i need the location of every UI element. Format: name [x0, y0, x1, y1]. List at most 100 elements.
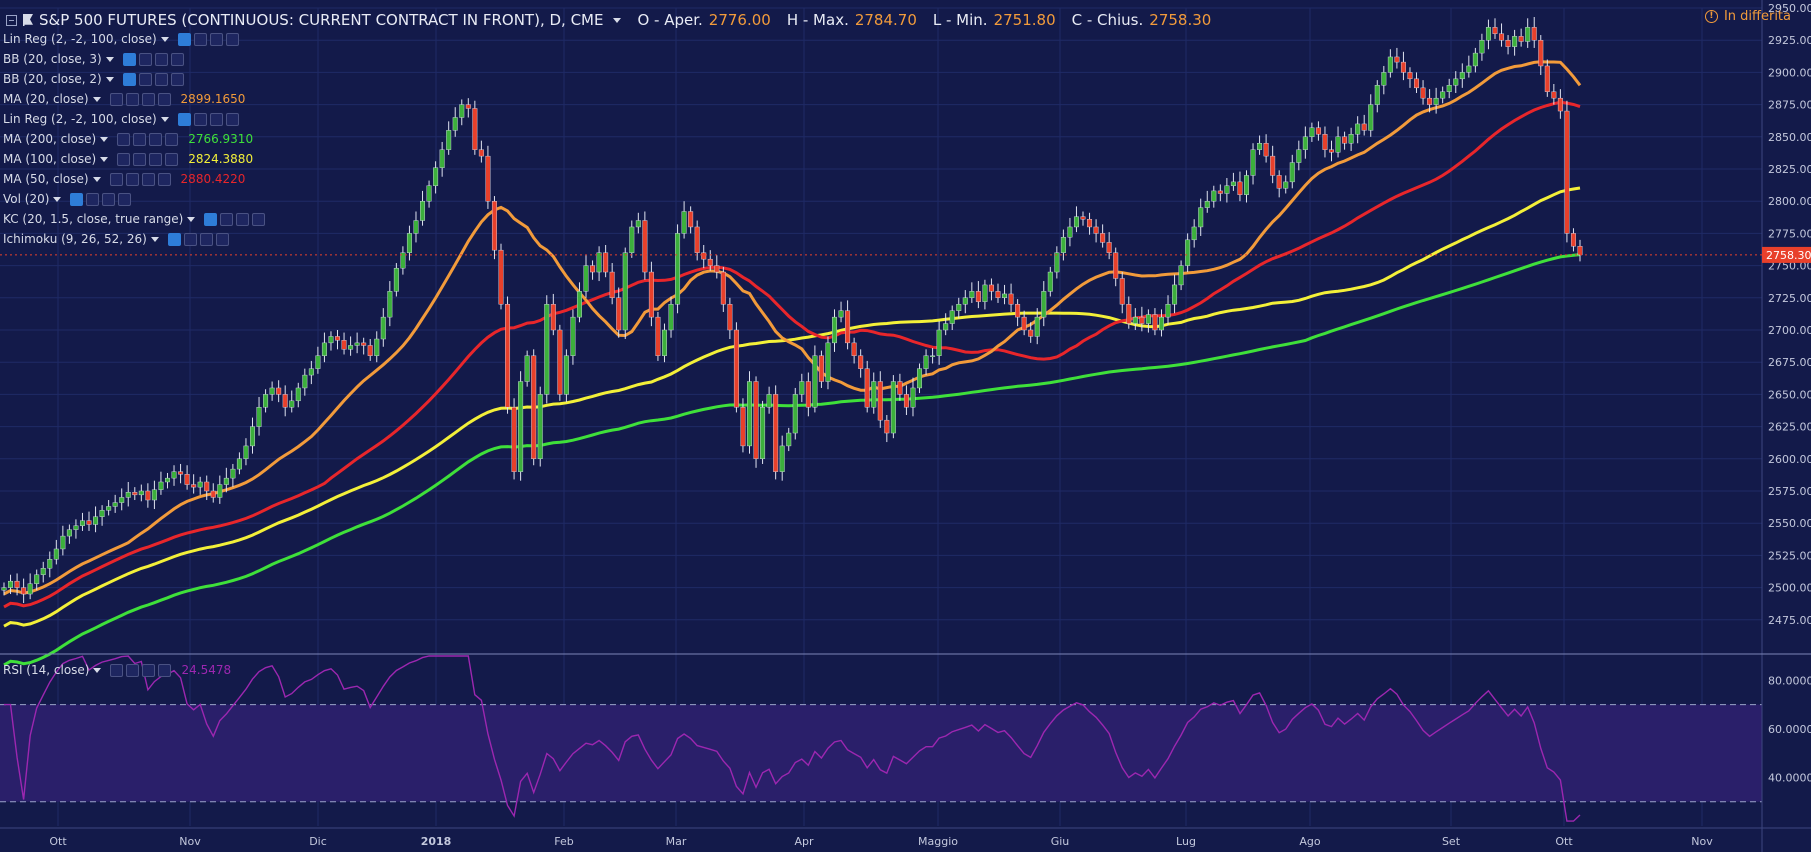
eye-icon[interactable]	[177, 32, 191, 46]
indicator-label[interactable]: Lin Reg (2, -2, 100, close)	[3, 112, 157, 126]
eye-icon[interactable]	[117, 152, 131, 166]
candle-body	[164, 477, 170, 483]
gear-icon[interactable]	[133, 152, 147, 166]
flag-icon[interactable]	[23, 14, 33, 26]
chevron-down-icon[interactable]	[160, 36, 169, 42]
indicator-label[interactable]: Ichimoku (9, 26, 52, 26)	[3, 232, 147, 246]
indicator-label[interactable]: MA (50, close)	[3, 172, 89, 186]
plus-icon[interactable]	[199, 232, 213, 246]
gear-icon[interactable]	[125, 172, 139, 186]
chevron-down-icon[interactable]	[93, 667, 102, 673]
chevron-down-icon[interactable]	[92, 96, 101, 102]
eye-icon[interactable]	[109, 172, 123, 186]
plus-icon[interactable]	[154, 72, 168, 86]
collapse-icon[interactable]	[6, 14, 17, 26]
indicator-label[interactable]: BB (20, close, 3)	[3, 52, 102, 66]
eye-icon[interactable]	[167, 232, 181, 246]
eye-icon[interactable]	[70, 192, 84, 206]
close-icon[interactable]	[165, 152, 179, 166]
candle-body	[675, 233, 681, 305]
plus-icon[interactable]	[149, 132, 163, 146]
eye-icon[interactable]	[109, 92, 123, 106]
indicator-label[interactable]: BB (20, close, 2)	[3, 72, 102, 86]
indicator-row[interactable]: BB (20, close, 3)	[3, 49, 265, 69]
eye-icon[interactable]	[204, 212, 218, 226]
close-icon[interactable]	[215, 232, 229, 246]
close-icon[interactable]	[252, 212, 266, 226]
indicator-label[interactable]: MA (200, close)	[3, 132, 97, 146]
indicator-controls	[107, 92, 171, 106]
y-tick-label: 2700.00	[1768, 324, 1811, 337]
gear-icon[interactable]	[183, 232, 197, 246]
plus-icon[interactable]	[149, 152, 163, 166]
gear-icon[interactable]	[220, 212, 234, 226]
eye-icon[interactable]	[177, 112, 191, 126]
indicator-row[interactable]: KC (20, 1.5, close, true range)	[3, 209, 266, 229]
gear-icon[interactable]	[86, 192, 100, 206]
rsi-label[interactable]: RSI (14, close)	[3, 663, 90, 677]
close-icon[interactable]	[165, 132, 179, 146]
indicator-row[interactable]: BB (20, close, 2)	[3, 69, 265, 89]
rsi-legend[interactable]: RSI (14, close) 24.5478	[3, 660, 231, 680]
indicator-row[interactable]: MA (20, close) 2899.1650	[3, 89, 265, 109]
indicator-label[interactable]: MA (20, close)	[3, 92, 89, 106]
gear-icon[interactable]	[126, 663, 140, 677]
eye-icon[interactable]	[117, 132, 131, 146]
plus-icon[interactable]	[236, 212, 250, 226]
indicator-label[interactable]: KC (20, 1.5, close, true range)	[3, 212, 184, 226]
chevron-down-icon[interactable]	[187, 216, 196, 222]
chevron-down-icon[interactable]	[105, 76, 114, 82]
indicator-row[interactable]: Vol (20)	[3, 189, 265, 209]
chevron-down-icon[interactable]	[92, 176, 101, 182]
close-icon[interactable]	[225, 32, 239, 46]
plus-icon[interactable]	[154, 52, 168, 66]
plus-icon[interactable]	[209, 32, 223, 46]
indicator-row[interactable]: MA (100, close) 2824.3880	[3, 149, 265, 169]
indicator-row[interactable]: Lin Reg (2, -2, 100, close)	[3, 29, 265, 49]
gear-icon[interactable]	[138, 52, 152, 66]
close-icon[interactable]	[158, 663, 172, 677]
close-icon[interactable]	[170, 72, 184, 86]
candle-body	[1309, 127, 1315, 137]
close-icon[interactable]	[225, 112, 239, 126]
eye-icon[interactable]	[122, 52, 136, 66]
chevron-down-icon[interactable]	[100, 136, 109, 142]
plus-icon[interactable]	[141, 172, 155, 186]
gear-icon[interactable]	[138, 72, 152, 86]
gear-icon[interactable]	[193, 112, 207, 126]
indicator-label[interactable]: Lin Reg (2, -2, 100, close)	[3, 32, 157, 46]
close-icon[interactable]	[170, 52, 184, 66]
candle-body	[1315, 127, 1321, 135]
plus-icon[interactable]	[209, 112, 223, 126]
chevron-down-icon[interactable]	[105, 56, 114, 62]
gear-icon[interactable]	[125, 92, 139, 106]
delayed-badge[interactable]: ! In differita	[1704, 9, 1791, 24]
symbol-title[interactable]: S&P 500 FUTURES (CONTINUOUS: CURRENT CON…	[39, 11, 604, 29]
close-icon[interactable]	[157, 172, 171, 186]
chevron-down-icon[interactable]	[100, 156, 109, 162]
plus-icon[interactable]	[102, 192, 116, 206]
eye-icon[interactable]	[122, 72, 136, 86]
plus-icon[interactable]	[141, 92, 155, 106]
chevron-down-icon[interactable]	[613, 17, 622, 23]
indicator-row[interactable]: MA (200, close) 2766.9310	[3, 129, 265, 149]
chevron-down-icon[interactable]	[150, 236, 159, 242]
eye-icon[interactable]	[110, 663, 124, 677]
close-icon[interactable]	[118, 192, 132, 206]
candle-body	[465, 104, 471, 109]
indicator-row[interactable]: Ichimoku (9, 26, 52, 26)	[3, 229, 265, 249]
gear-icon[interactable]	[133, 132, 147, 146]
plus-icon[interactable]	[142, 663, 156, 677]
indicator-row[interactable]: Lin Reg (2, -2, 100, close)	[3, 109, 265, 129]
indicator-row[interactable]: MA (50, close) 2880.4220	[3, 169, 265, 189]
chevron-down-icon[interactable]	[53, 196, 62, 202]
candle-body	[1374, 85, 1380, 105]
indicator-label[interactable]: MA (100, close)	[3, 152, 97, 166]
indicator-label[interactable]: Vol (20)	[3, 192, 50, 206]
close-icon[interactable]	[157, 92, 171, 106]
gear-icon[interactable]	[193, 32, 207, 46]
candle-body	[1459, 72, 1465, 80]
chevron-down-icon[interactable]	[160, 116, 169, 122]
